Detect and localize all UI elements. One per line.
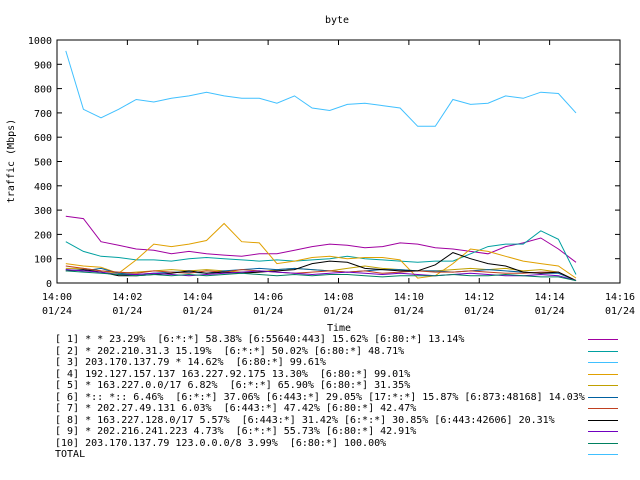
- x-tick-label: 14:02: [112, 292, 142, 303]
- legend-label: [10] 203.170.137.79 123.0.0.0/8 3.99% [6…: [55, 437, 387, 449]
- x-tick-label: 14:06: [253, 292, 283, 303]
- plot-frame: [56, 39, 621, 284]
- legend-label: [ 8] * 163.227.128.0/17 5.57% [6:443:*] …: [55, 414, 555, 426]
- x-tick-date-label: 01/24: [394, 306, 424, 317]
- x-tick-label: 14:14: [535, 292, 565, 303]
- legend-item-2: [ 2] * 202.210.31.3 15.19% [6:*:*] 50.02…: [55, 346, 635, 358]
- legend-swatch: [588, 408, 618, 409]
- x-axis-ticks: 14:00 01/24 14:02 01/24 14:04 01/24 14:06 01/24…: [42, 40, 635, 317]
- series-line-1: [65, 215, 577, 263]
- y-tick-label: 300: [34, 206, 52, 217]
- x-tick-label: 14:04: [183, 292, 213, 303]
- series-line-7: [65, 265, 577, 282]
- series-line-3: [65, 50, 577, 127]
- y-tick-label: 900: [34, 60, 52, 71]
- y-tick-label: 800: [34, 85, 52, 96]
- x-tick-label: 14:08: [323, 292, 353, 303]
- legend-swatch: [588, 454, 618, 455]
- legend-label: [ 7] * 202.27.49.131 6.03% [6:443:*] 47.…: [55, 403, 417, 414]
- y-tick-label: 500: [34, 158, 52, 169]
- legend-item-9: [ 9] * 202.216.241.223 4.73% [6:*:*] 55.…: [55, 426, 635, 438]
- series-lines: [65, 50, 577, 282]
- x-tick-label: 14:12: [464, 292, 494, 303]
- y-tick-label: 0: [46, 279, 52, 290]
- x-tick-date-label: 01/24: [183, 306, 213, 317]
- legend-label: [ 9] * 202.216.241.223 4.73% [6:*:*] 55.…: [55, 426, 417, 437]
- series-line-10: [65, 270, 577, 282]
- legend-item-5: [ 5] * 163.227.0.0/17 6.82% [6:*:*] 65.9…: [55, 380, 635, 392]
- legend-swatch: [588, 442, 618, 444]
- y-tick-label: 100: [34, 255, 52, 266]
- series-line-9: [65, 269, 577, 282]
- legend-swatch: [588, 373, 618, 375]
- x-tick-date-label: 01/24: [535, 306, 565, 317]
- legend-label: [ 1] * * 23.29% [6:*:*] 58.38% [6:55640:…: [55, 334, 465, 345]
- legend-item-8: [ 8] * 163.227.128.0/17 5.57% [6:443:*] …: [55, 415, 635, 427]
- y-tick-label: 700: [34, 109, 52, 120]
- legend-swatch: [588, 396, 618, 398]
- x-tick-date-label: 01/24: [464, 306, 494, 317]
- y-tick-label: 1000: [28, 36, 52, 47]
- y-axis-ticks: 0 100 200 300 400 500 600 700 800 900 1000: [28, 36, 620, 290]
- legend-item-3: [ 3] 203.170.137.79 * 14.62% [6:80:*] 99…: [55, 357, 635, 369]
- y-tick-label: 400: [34, 182, 52, 193]
- x-tick-label: 14:00: [42, 292, 72, 303]
- legend-swatch: [588, 362, 618, 363]
- x-tick-label: 14:16: [605, 292, 635, 303]
- legend-swatch: [588, 350, 618, 352]
- legend-label: [ 6] *:: *:: 6.46% [6:*:*] 37.06% [6:443…: [55, 391, 585, 403]
- x-tick-date-label: 01/24: [605, 306, 635, 317]
- x-tick-label: 14:10: [394, 292, 424, 303]
- x-axis-label: Time: [327, 323, 351, 334]
- legend-label: [ 3] 203.170.137.79 * 14.62% [6:80:*] 99…: [55, 357, 326, 368]
- legend-item-6: [ 6] *:: *:: 6.46% [6:*:*] 37.06% [6:443…: [55, 392, 635, 404]
- x-tick-date-label: 01/24: [253, 306, 283, 317]
- legend-swatch: [588, 419, 618, 421]
- y-tick-label: 600: [34, 133, 52, 144]
- legend-label: TOTAL: [55, 449, 86, 460]
- x-tick-date-label: 01/24: [112, 306, 142, 317]
- legend-item-10: [10] 203.170.137.79 123.0.0.0/8 3.99% [6…: [55, 438, 635, 450]
- legend-label: [ 2] * 202.210.31.3 15.19% [6:*:*] 50.02…: [55, 345, 405, 357]
- series-line-2: [65, 230, 577, 275]
- legend-swatch: [588, 431, 618, 432]
- x-tick-date-label: 01/24: [323, 306, 353, 317]
- legend-item-total: TOTAL: [55, 449, 635, 461]
- legend-item-1: [ 1] * * 23.29% [6:*:*] 58.38% [6:55640:…: [55, 334, 635, 346]
- y-axis-label: traffic (Mbps): [6, 119, 17, 203]
- y-tick-label: 200: [34, 230, 52, 241]
- legend-swatch: [588, 385, 618, 386]
- legend-item-7: [ 7] * 202.27.49.131 6.03% [6:443:*] 47.…: [55, 403, 635, 415]
- series-line-4: [65, 222, 577, 279]
- legend-item-4: [ 4] 192.127.157.137 163.227.92.175 13.3…: [55, 369, 635, 381]
- legend-label: [ 5] * 163.227.0.0/17 6.82% [6:*:*] 65.9…: [55, 380, 411, 391]
- legend-label: [ 4] 192.127.157.137 163.227.92.175 13.3…: [55, 368, 411, 380]
- chart-title: byte: [325, 15, 349, 26]
- x-tick-date-label: 01/24: [42, 306, 72, 317]
- legend-swatch: [588, 339, 618, 340]
